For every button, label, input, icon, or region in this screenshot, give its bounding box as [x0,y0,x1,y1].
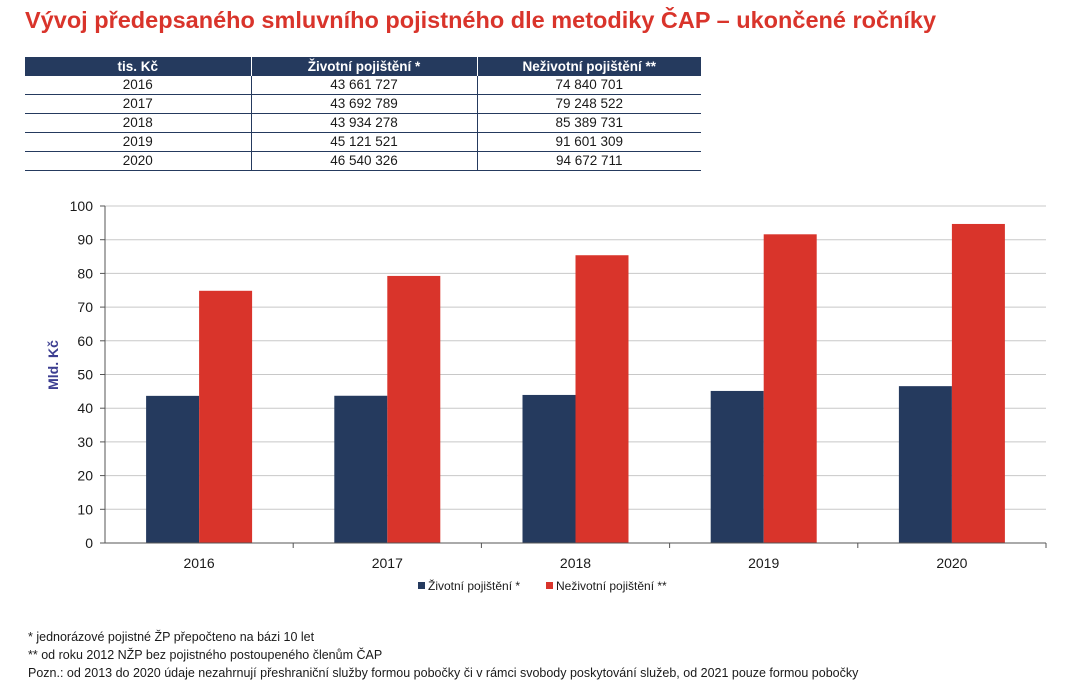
y-tick-label: 20 [77,468,93,484]
y-tick-label: 40 [77,400,93,416]
legend-swatch [418,582,425,589]
table-cell: 94 672 711 [477,151,701,171]
legend-swatch [546,582,553,589]
y-tick-label: 60 [77,333,93,349]
footnote: * jednorázové pojistné ŽP přepočteno na … [28,630,315,644]
y-tick-label: 90 [77,232,93,248]
bar-zivotni-2017 [334,395,388,543]
legend-label: Neživotní pojištění ** [556,579,667,593]
table-header-cell: Životní pojištění * [251,57,478,76]
table-cell: 43 934 278 [251,113,478,133]
table-row: 2017 43 692 789 79 248 522 [25,94,701,114]
x-tick-label: 2018 [560,555,591,571]
table-cell: 43 692 789 [251,94,478,114]
table-row: 2016 43 661 727 74 840 701 [25,76,701,95]
table-header-row: tis. Kč Životní pojištění * Neživotní po… [25,57,701,76]
bar-zivotni-2018 [522,394,576,543]
table-cell: 85 389 731 [477,113,701,133]
bar-nezivotni-2017 [387,275,441,543]
footnote: ** od roku 2012 NŽP bez pojistného posto… [28,648,383,662]
legend-label: Životní pojištění * [428,578,520,593]
y-tick-label: 50 [77,367,93,383]
table-cell: 91 601 309 [477,132,701,152]
table-row: 2020 46 540 326 94 672 711 [25,151,701,171]
y-tick-label: 70 [77,299,93,315]
table-cell: 43 661 727 [251,76,478,95]
y-tick-label: 80 [77,265,93,281]
y-tick-label: 0 [85,535,93,551]
bar-zivotni-2019 [710,390,764,543]
x-tick-label: 2017 [372,555,403,571]
table-cell: 74 840 701 [477,76,701,95]
bar-nezivotni-2019 [763,234,817,543]
y-tick-label: 10 [77,501,93,517]
table-cell: 2020 [25,151,252,171]
bar-zivotni-2016 [146,395,200,543]
data-table: tis. Kč Životní pojištění * Neživotní po… [25,57,701,171]
table-cell: 2016 [25,76,252,95]
y-tick-label: 100 [70,198,94,214]
table-cell: 45 121 521 [251,132,478,152]
table-cell: 79 248 522 [477,94,701,114]
y-tick-label: 30 [77,434,93,450]
table-cell: 2017 [25,94,252,114]
bars [146,223,1005,543]
bar-chart: 0 10 20 30 40 50 60 70 80 90 100 2016 2017 2018 2019 20… [45,198,1047,593]
footnote: Pozn.: od 2013 do 2020 údaje nezahrnují … [28,666,859,680]
table-cell: 2019 [25,132,252,152]
bar-nezivotni-2016 [199,290,253,543]
axes: 0 10 20 30 40 50 60 70 80 90 100 2016 2017 2018 2019 20… [70,198,1047,571]
footnotes: * jednorázové pojistné ŽP přepočteno na … [28,628,858,682]
x-tick-label: 2019 [748,555,779,571]
bar-nezivotni-2020 [951,223,1005,543]
x-tick-label: 2020 [936,555,967,571]
bar-zivotni-2020 [898,386,952,543]
table-cell: 46 540 326 [251,151,478,171]
bar-nezivotni-2018 [575,255,629,543]
table-header-cell: tis. Kč [25,57,252,76]
legend: Životní pojištění * Neživotní pojištění *… [418,578,667,593]
table-header-cell: Neživotní pojištění ** [477,57,701,76]
table-row: 2019 45 121 521 91 601 309 [25,132,701,152]
x-tick-label: 2016 [184,555,215,571]
table-row: 2018 43 934 278 85 389 731 [25,113,701,133]
y-axis-label: Mld. Kč [45,340,61,390]
table-cell: 2018 [25,113,252,133]
page-title: Vývoj předepsaného smluvního pojistného … [25,7,937,33]
